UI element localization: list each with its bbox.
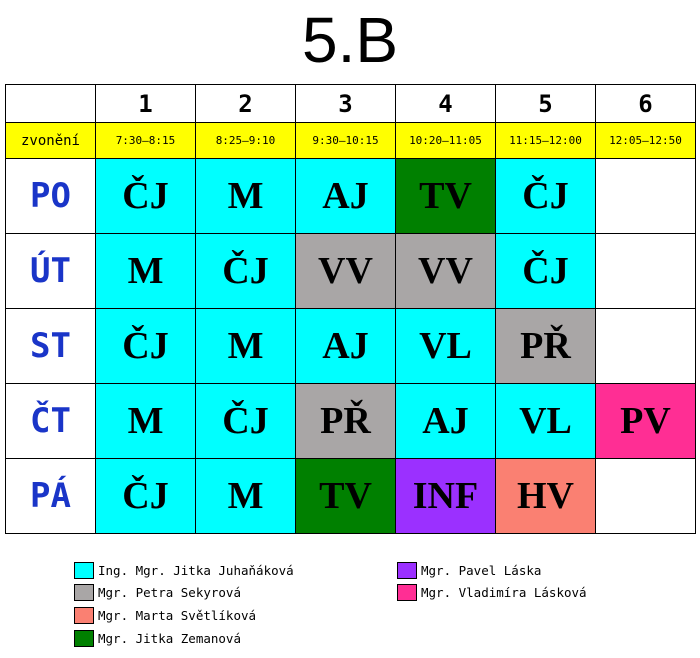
day-row-thursday: ČT M ČJ PŘ AJ VL PV	[5, 383, 696, 459]
bell-times-row: zvonění 7:30–8:15 8:25–9:10 9:30–10:15 1…	[5, 122, 696, 159]
legend-item: Mgr. Pavel Láska	[397, 560, 541, 580]
bell-times-label: zvonění	[5, 122, 96, 159]
legend-swatch	[74, 583, 94, 601]
lesson-cell: M	[195, 158, 296, 234]
legend-swatch	[74, 606, 94, 624]
legend-swatch	[397, 561, 417, 579]
lesson-cell: ČJ	[495, 158, 596, 234]
period-number: 6	[595, 84, 696, 123]
lesson-cell: M	[95, 233, 196, 309]
legend-teacher-name: Mgr. Marta Světlíková	[98, 607, 257, 623]
day-row-monday: PO ČJ M AJ TV ČJ	[5, 158, 696, 234]
period-number: 1	[95, 84, 196, 123]
lesson-cell: PŘ	[295, 383, 396, 459]
lesson-cell: ČJ	[495, 233, 596, 309]
lesson-cell: ČJ	[95, 158, 196, 234]
bell-time: 8:25–9:10	[195, 122, 296, 159]
lesson-cell: PV	[595, 383, 696, 459]
legend-swatch	[74, 629, 94, 647]
legend-teacher-name: Mgr. Vladimíra Lásková	[421, 584, 587, 600]
lesson-cell: AJ	[295, 308, 396, 384]
day-label: ÚT	[5, 233, 96, 309]
period-number: 5	[495, 84, 596, 123]
lesson-cell: AJ	[395, 383, 496, 459]
day-label: ČT	[5, 383, 96, 459]
lesson-cell: M	[195, 308, 296, 384]
lesson-cell: VL	[395, 308, 496, 384]
legend-item: Ing. Mgr. Jitka Juhaňáková	[74, 560, 294, 580]
bell-time: 10:20–11:05	[395, 122, 496, 159]
lesson-cell: INF	[395, 458, 496, 534]
lesson-cell: VV	[295, 233, 396, 309]
bell-time: 11:15–12:00	[495, 122, 596, 159]
legend-item: Mgr. Marta Světlíková	[74, 605, 256, 625]
lesson-cell: ČJ	[95, 308, 196, 384]
lesson-cell: M	[195, 458, 296, 534]
day-row-wednesday: ST ČJ M AJ VL PŘ	[5, 308, 696, 384]
legend-swatch	[397, 583, 417, 601]
period-number: 4	[395, 84, 496, 123]
lesson-cell: TV	[395, 158, 496, 234]
corner-cell	[5, 84, 96, 123]
empty-lesson-cell	[595, 458, 696, 534]
legend-teacher-name: Mgr. Petra Sekyrová	[98, 584, 241, 600]
timetable: 1 2 3 4 5 6 zvonění 7:30–8:15 8:25–9:10 …	[5, 84, 696, 534]
empty-lesson-cell	[595, 233, 696, 309]
day-label: ST	[5, 308, 96, 384]
lesson-cell: ČJ	[95, 458, 196, 534]
lesson-cell: VV	[395, 233, 496, 309]
lesson-cell: AJ	[295, 158, 396, 234]
lesson-cell: VL	[495, 383, 596, 459]
lesson-cell: HV	[495, 458, 596, 534]
legend-item: Mgr. Vladimíra Lásková	[397, 582, 587, 602]
bell-time: 12:05–12:50	[595, 122, 696, 159]
period-number: 2	[195, 84, 296, 123]
empty-lesson-cell	[595, 158, 696, 234]
empty-lesson-cell	[595, 308, 696, 384]
day-label: PO	[5, 158, 96, 234]
legend-swatch	[74, 561, 94, 579]
period-number: 3	[295, 84, 396, 123]
legend-item: Mgr. Jitka Zemanová	[74, 628, 241, 648]
lesson-cell: ČJ	[195, 383, 296, 459]
legend-teacher-name: Ing. Mgr. Jitka Juhaňáková	[98, 562, 294, 578]
lesson-cell: PŘ	[495, 308, 596, 384]
lesson-cell: TV	[295, 458, 396, 534]
day-row-tuesday: ÚT M ČJ VV VV ČJ	[5, 233, 696, 309]
legend-item: Mgr. Petra Sekyrová	[74, 582, 241, 602]
bell-time: 7:30–8:15	[95, 122, 196, 159]
lesson-cell: M	[95, 383, 196, 459]
period-header-row: 1 2 3 4 5 6	[5, 84, 696, 123]
bell-time: 9:30–10:15	[295, 122, 396, 159]
day-label: PÁ	[5, 458, 96, 534]
day-row-friday: PÁ ČJ M TV INF HV	[5, 458, 696, 534]
page-title: 5.B	[301, 4, 399, 76]
lesson-cell: ČJ	[195, 233, 296, 309]
legend-teacher-name: Mgr. Jitka Zemanová	[98, 630, 241, 646]
legend-teacher-name: Mgr. Pavel Láska	[421, 562, 542, 578]
